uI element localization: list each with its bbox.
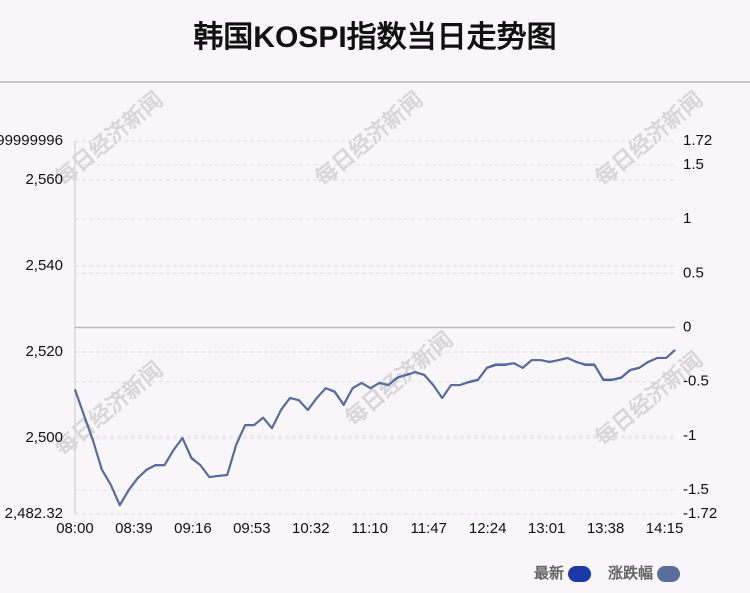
y-tick-label: 2,540 — [25, 257, 63, 274]
x-tick-label: 13:01 — [528, 520, 566, 537]
x-tick-label: 10:32 — [292, 520, 330, 537]
x-tick-label: 08:39 — [115, 520, 153, 537]
y-tick-label: 2,569.0799999996 — [0, 132, 63, 149]
x-tick-label: 09:53 — [233, 520, 271, 537]
watermark: 每日经济新闻 — [310, 87, 427, 191]
x-tick-label: 12:24 — [469, 520, 507, 537]
y-tick-label: 2,500 — [25, 429, 63, 446]
legend-swatch — [568, 566, 592, 582]
chart-title: 韩国KOSPI指数当日走势图 — [193, 21, 556, 54]
y2-tick-label: 1 — [683, 210, 691, 227]
legend-swatch — [657, 566, 681, 582]
y2-tick-label: -1.5 — [683, 481, 709, 498]
legend-label: 最新 — [534, 564, 564, 582]
y2-tick-label: -1.72 — [683, 505, 717, 522]
y-tick-label: 2,560 — [25, 171, 63, 188]
x-tick-label: 11:10 — [352, 520, 388, 537]
y2-tick-label: -0.5 — [683, 373, 709, 390]
y2-tick-label: 1.72 — [683, 132, 712, 149]
legend-label: 涨跌幅 — [608, 564, 653, 582]
watermark: 每日经济新闻 — [50, 357, 167, 461]
y2-tick-label: 1.5 — [683, 156, 704, 173]
watermark: 每日经济新闻 — [340, 327, 457, 431]
y2-tick-label: 0.5 — [683, 264, 704, 281]
y2-tick-label: -1 — [683, 427, 696, 444]
x-tick-label: 13:38 — [587, 520, 625, 537]
x-tick-label: 14:15 — [646, 520, 684, 537]
x-tick-label: 09:16 — [174, 520, 212, 537]
watermark: 每日经济新闻 — [50, 87, 167, 191]
y-tick-label: 2,520 — [25, 343, 63, 360]
x-tick-label: 11:47 — [411, 520, 447, 537]
y2-tick-label: 0 — [683, 318, 691, 335]
x-tick-label: 08:00 — [56, 520, 94, 537]
y-tick-label: 2,482.32 — [5, 505, 63, 522]
series-line — [74, 349, 676, 507]
